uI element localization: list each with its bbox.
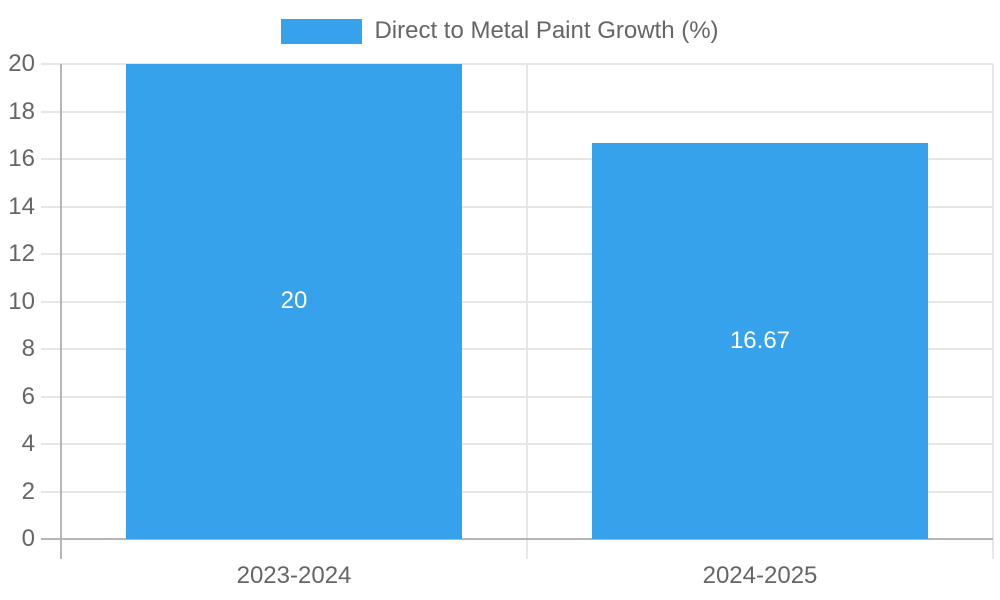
y-tick-label: 16 — [8, 145, 35, 172]
y-tick-label: 4 — [21, 430, 35, 457]
x-tick-label: 2023-2024 — [236, 562, 352, 589]
y-tick-label: 2 — [21, 477, 35, 505]
x-axis-tick — [992, 539, 994, 559]
legend-item[interactable]: Direct to Metal Paint Growth (%) — [281, 17, 719, 46]
bar: 16.67 — [592, 143, 928, 539]
gridline-vertical — [526, 64, 528, 539]
y-axis-tick — [41, 205, 61, 208]
bar: 20 — [126, 64, 462, 539]
y-axis-tick — [41, 395, 61, 398]
y-tick-label: 18 — [8, 97, 35, 125]
y-axis-tick — [41, 490, 61, 493]
y-axis-tick — [41, 158, 61, 160]
y-tick-label: 8 — [21, 335, 35, 362]
x-axis-tick — [60, 539, 62, 559]
y-axis-tick — [41, 538, 61, 540]
y-tick-label: 0 — [21, 525, 35, 552]
x-tick-label: 2024-2025 — [702, 562, 818, 589]
gridline-vertical — [992, 64, 994, 539]
y-tick-label: 6 — [21, 382, 35, 410]
legend-series-label: Direct to Metal Paint Growth (%) — [374, 17, 719, 44]
legend: Direct to Metal Paint Growth (%) — [0, 17, 1000, 46]
y-axis-tick — [41, 63, 61, 65]
plot-area: 0 2 4 6 8 10 12 14 16 18 20 20 2023-2024 16.67 2024-20… — [8, 52, 994, 589]
x-axis-tick — [526, 539, 528, 559]
y-tick-label: 10 — [8, 287, 35, 315]
y-tick-label: 14 — [8, 192, 35, 220]
y-axis-line — [60, 64, 62, 539]
y-axis-tick — [41, 253, 61, 255]
x-axis-line — [61, 538, 993, 540]
y-tick-label: 20 — [8, 50, 35, 77]
y-axis-tick — [41, 348, 61, 350]
y-axis-tick — [41, 443, 61, 445]
bar-value-label: 20 — [280, 287, 308, 315]
y-axis-tick — [41, 110, 61, 113]
y-tick-label: 12 — [8, 240, 35, 267]
y-axis-tick — [41, 300, 61, 303]
legend-swatch — [281, 18, 363, 44]
bar-value-label: 16.67 — [729, 326, 791, 354]
